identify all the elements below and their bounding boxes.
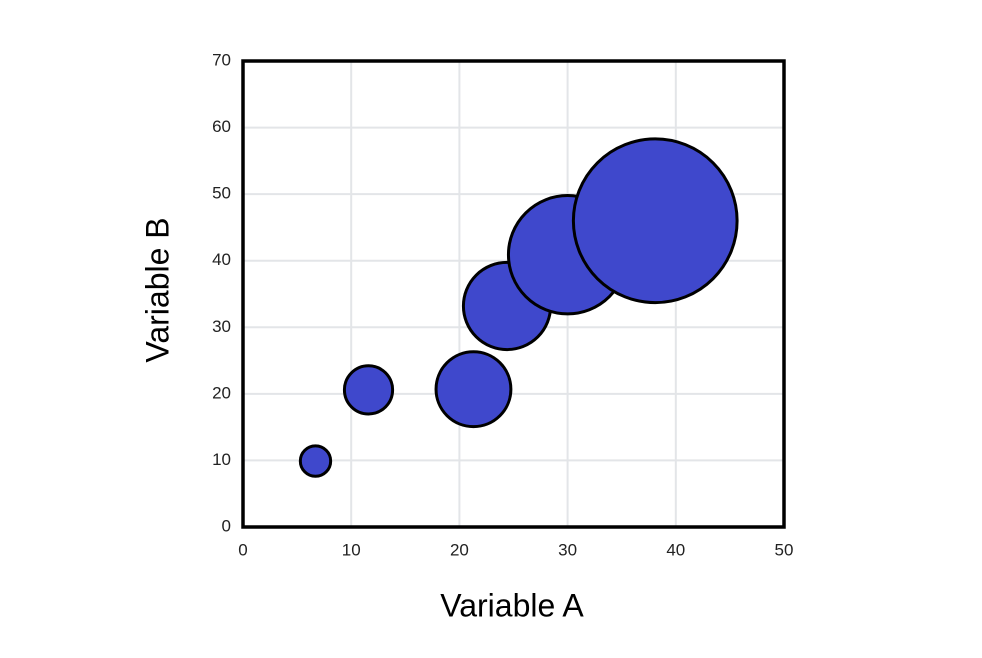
x-tick-label: 20 bbox=[450, 540, 469, 559]
bubble bbox=[342, 364, 395, 416]
y-tick-label: 60 bbox=[212, 117, 231, 136]
x-axis-label: Variable A bbox=[440, 587, 584, 623]
bubble bbox=[434, 350, 513, 429]
y-tick-label: 20 bbox=[212, 383, 231, 402]
y-tick-label: 30 bbox=[212, 317, 231, 336]
y-axis-label: Variable B bbox=[139, 217, 175, 362]
y-tick-label: 10 bbox=[212, 450, 231, 469]
x-tick-label: 10 bbox=[342, 540, 361, 559]
plot-frame bbox=[241, 59, 786, 529]
x-tick-label: 50 bbox=[775, 540, 794, 559]
y-tick-label: 40 bbox=[212, 250, 231, 269]
x-tick-label: 0 bbox=[238, 540, 247, 559]
bubble bbox=[298, 444, 333, 478]
y-tick-label: 70 bbox=[212, 50, 231, 69]
y-tick-label: 50 bbox=[212, 184, 231, 203]
y-tick-label: 0 bbox=[222, 516, 231, 535]
bubble bbox=[571, 137, 739, 305]
x-tick-label: 30 bbox=[558, 540, 577, 559]
x-tick-label: 40 bbox=[666, 540, 685, 559]
